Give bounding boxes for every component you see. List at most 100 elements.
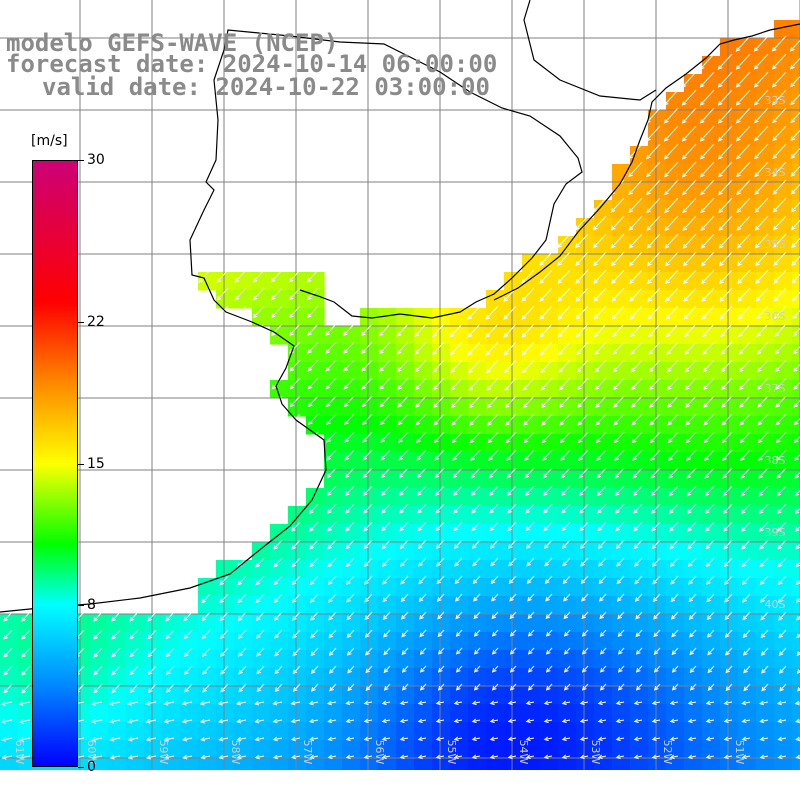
wind-arrow (328, 611, 337, 621)
wind-arrow (723, 700, 733, 706)
wind-speed-cell (522, 308, 541, 327)
wind-arrow (218, 736, 229, 742)
wind-arrow (396, 359, 409, 373)
wind-speed-cell (540, 488, 559, 507)
colorbar-tick-mark (78, 160, 84, 161)
wind-arrow (199, 718, 211, 724)
wind-arrow (362, 467, 373, 479)
wind-arrow (527, 611, 535, 620)
wind-arrow (488, 449, 499, 461)
wind-speed-cell (792, 686, 800, 705)
wind-speed-cell (684, 110, 703, 129)
wind-arrow (776, 521, 787, 532)
wind-arrow (617, 647, 625, 655)
wind-speed-cell (702, 398, 721, 417)
wind-speed-cell (684, 218, 703, 237)
wind-arrow (326, 467, 337, 479)
wind-arrow (776, 485, 787, 497)
wind-speed-cell (720, 344, 739, 363)
wind-arrow (343, 413, 355, 425)
wind-arrow (200, 772, 211, 778)
wind-arrow (272, 700, 283, 706)
wind-speed-cell (648, 542, 667, 561)
wind-speed-cell (720, 596, 739, 615)
wind-speed-cell (558, 308, 577, 327)
wind-arrow (292, 647, 301, 657)
wind-arrow (793, 363, 800, 373)
wind-speed-cell (360, 416, 379, 435)
wind-arrow (720, 377, 733, 391)
wind-speed-cell (90, 650, 109, 669)
wind-speed-cell (774, 650, 793, 669)
wind-arrow (741, 521, 751, 532)
wind-speed-cell (666, 434, 685, 453)
wind-speed-cell (198, 578, 217, 597)
wind-arrow (449, 341, 463, 356)
wind-speed-cell (126, 614, 145, 633)
wind-arrow (611, 305, 625, 320)
wind-arrow (646, 125, 661, 142)
wind-speed-cell (702, 650, 721, 669)
wind-speed-cell (378, 470, 397, 489)
wind-speed-cell (432, 560, 451, 579)
wind-speed-cell (684, 92, 703, 111)
wind-speed-cell (306, 542, 325, 561)
wind-speed-cell (504, 506, 523, 525)
wind-speed-cell (738, 542, 757, 561)
wind-arrow (219, 575, 229, 586)
wind-arrow (743, 683, 751, 692)
wind-arrow (417, 718, 427, 724)
wind-speed-cell (720, 272, 739, 291)
wind-arrow (507, 503, 517, 514)
wind-speed-cell (648, 434, 667, 453)
wind-speed-cell (558, 236, 577, 255)
wind-arrow (703, 413, 715, 426)
wind-arrow (400, 575, 409, 585)
wind-arrow (579, 503, 589, 514)
wind-speed-cell (702, 506, 721, 525)
wind-arrow (508, 539, 517, 549)
wind-speed-cell (720, 560, 739, 579)
wind-arrow (758, 485, 769, 497)
wind-arrow (650, 467, 661, 479)
wind-arrow (743, 647, 751, 656)
wind-arrow (792, 327, 800, 337)
wind-speed-cell (378, 704, 397, 723)
wind-arrow (291, 593, 301, 603)
wind-arrow (129, 647, 139, 658)
wind-speed-cell (504, 578, 523, 597)
wind-speed-cell (576, 542, 595, 561)
wind-arrow (37, 772, 49, 778)
wind-speed-cell (180, 686, 199, 705)
wind-arrow (90, 701, 103, 706)
wind-speed-cell (738, 704, 757, 723)
wind-speed-cell (414, 668, 433, 687)
wind-speed-cell (216, 596, 235, 615)
wind-speed-cell (414, 470, 433, 489)
wind-speed-cell (684, 434, 703, 453)
wind-speed-cell (522, 434, 541, 453)
wind-speed-cell (738, 668, 757, 687)
wind-arrow (544, 575, 553, 585)
wind-speed-cell (360, 362, 379, 381)
wind-arrow (383, 629, 391, 638)
wind-arrow (253, 323, 265, 337)
wind-speed-cell (180, 650, 199, 669)
wind-speed-cell (558, 668, 577, 687)
wind-arrow (470, 485, 481, 496)
wind-arrow (0, 701, 13, 706)
wind-arrow (611, 287, 625, 302)
wind-speed-cell (378, 380, 397, 399)
wind-speed-cell (792, 20, 800, 39)
wind-speed-cell (756, 506, 775, 525)
wind-speed-cell (432, 524, 451, 543)
wind-speed-cell (702, 236, 721, 255)
wind-arrow (610, 215, 625, 231)
wind-speed-cell (486, 596, 505, 615)
wind-arrow (561, 503, 571, 514)
wind-arrow (596, 485, 607, 497)
wind-arrow (633, 503, 643, 514)
wind-speed-cell (702, 128, 721, 147)
wind-arrow (653, 665, 661, 673)
wind-arrow (289, 359, 301, 372)
